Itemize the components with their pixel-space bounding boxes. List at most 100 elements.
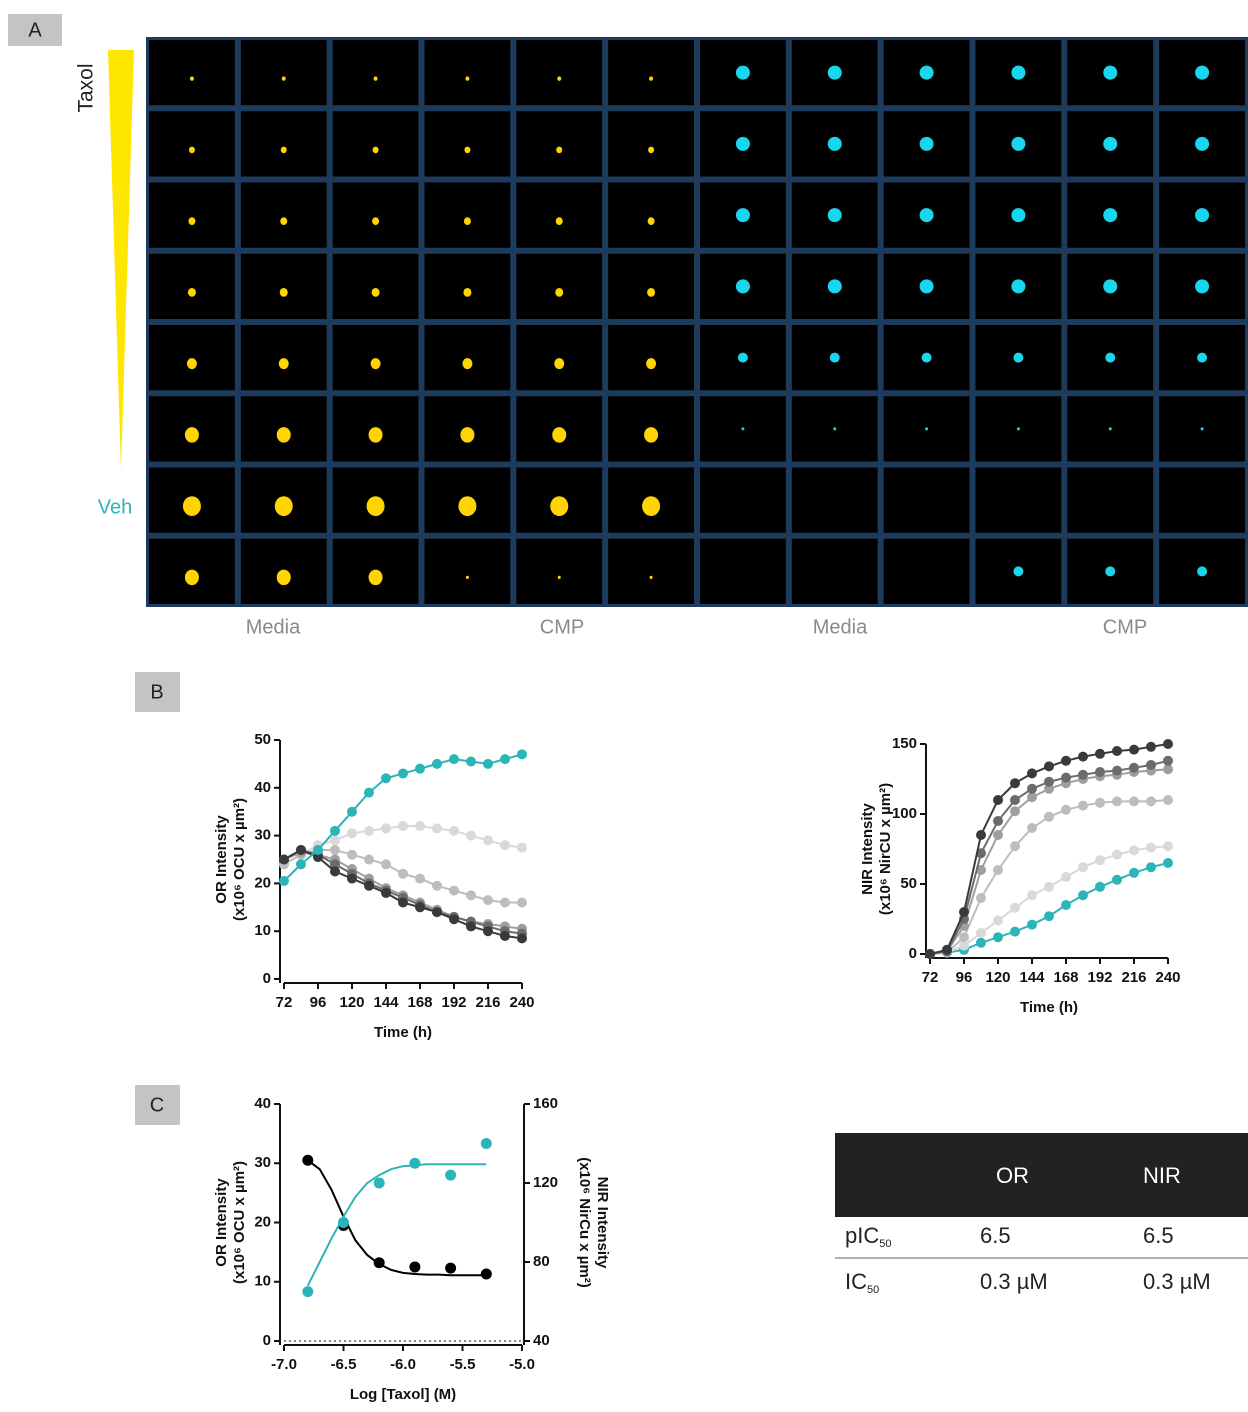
marker <box>993 795 1003 805</box>
marker <box>1061 805 1071 815</box>
marker <box>1112 746 1122 756</box>
spheroid <box>557 76 561 80</box>
spheroid <box>920 66 934 80</box>
marker <box>1061 872 1071 882</box>
marker <box>517 898 527 908</box>
marker <box>1112 796 1122 806</box>
spheroid <box>1103 137 1117 151</box>
y-tick-label: 100 <box>892 805 917 822</box>
marker <box>330 866 340 876</box>
marker <box>517 843 527 853</box>
x-tick-label: -7.0 <box>271 1356 297 1373</box>
marker <box>1129 745 1139 755</box>
panel-label: C <box>150 1094 164 1116</box>
marker <box>993 915 1003 925</box>
x-tick-label: -6.5 <box>331 1356 357 1373</box>
image-cell <box>1067 468 1153 533</box>
marker <box>449 754 459 764</box>
spheroid <box>277 427 291 442</box>
row-label-sub: 50 <box>879 1238 891 1250</box>
image-cell <box>425 325 511 390</box>
y-axis-label: NIR Intensity <box>859 803 876 895</box>
spheroid <box>558 576 561 579</box>
y-tick-label: 40 <box>254 1095 271 1112</box>
table-cell: 6.5 <box>980 1223 1011 1248</box>
image-cell <box>1159 468 1245 533</box>
marker <box>374 1178 385 1189</box>
marker <box>296 859 306 869</box>
marker <box>347 850 357 860</box>
image-cell <box>149 111 235 176</box>
spheroid <box>925 427 928 430</box>
column-label: Media <box>246 616 301 638</box>
y-axis-label: (x10⁶ OCU x µm²) <box>231 798 248 921</box>
spheroid <box>1011 137 1025 151</box>
spheroid <box>464 147 470 154</box>
table-header <box>835 1133 1248 1217</box>
marker <box>330 835 340 845</box>
marker <box>1044 911 1054 921</box>
y-tick-label: 0 <box>909 945 917 962</box>
marker <box>1044 761 1054 771</box>
marker <box>517 933 527 943</box>
x-tick-label: -5.0 <box>509 1356 535 1373</box>
spheroid <box>369 427 383 442</box>
spheroid <box>647 288 655 297</box>
spheroid <box>1011 208 1025 222</box>
column-label: CMP <box>1103 616 1147 638</box>
marker <box>1027 768 1037 778</box>
marker <box>1010 903 1020 913</box>
spheroid <box>1103 66 1117 80</box>
table-column-header: OR <box>996 1163 1029 1188</box>
table-cell: 0.3 µM <box>1143 1269 1211 1294</box>
x-tick-label: 168 <box>1053 969 1078 986</box>
spheroid <box>1105 353 1115 363</box>
image-cell <box>976 468 1062 533</box>
spheroid <box>1105 566 1115 576</box>
spheroid <box>277 570 291 585</box>
y-axis-label: OR Intensity <box>213 1178 230 1267</box>
spheroid <box>373 147 379 154</box>
spheroid <box>460 427 474 442</box>
image-cell <box>792 468 878 533</box>
marker <box>959 907 969 917</box>
marker <box>481 1138 492 1149</box>
figure: A B C Taxol Veh Media CMP Media CMP OR N… <box>0 0 1248 1412</box>
marker <box>976 893 986 903</box>
y-tick-label: 0 <box>263 1332 271 1349</box>
spheroid <box>1011 66 1025 80</box>
fit-curve <box>308 1164 487 1285</box>
marker <box>398 821 408 831</box>
marker <box>942 945 952 955</box>
image-cell <box>333 111 419 176</box>
marker <box>445 1263 456 1274</box>
table-row-label: pIC50 <box>845 1223 892 1250</box>
marker <box>1061 756 1071 766</box>
marker <box>374 1257 385 1268</box>
fit-curve <box>308 1160 487 1275</box>
marker <box>381 823 391 833</box>
y-tick-label: 20 <box>254 874 271 891</box>
x-tick-label: 192 <box>1087 969 1112 986</box>
marker <box>1078 890 1088 900</box>
marker <box>976 928 986 938</box>
marker <box>279 855 289 865</box>
marker <box>1146 760 1156 770</box>
spheroid <box>462 358 472 369</box>
spheroid <box>649 76 653 80</box>
spheroid <box>280 288 288 297</box>
marker <box>415 821 425 831</box>
spheroid <box>1013 566 1023 576</box>
spheroid <box>555 288 563 297</box>
marker <box>330 826 340 836</box>
marker <box>398 869 408 879</box>
marker <box>381 773 391 783</box>
y2-axis-label: (x10⁶ NirCu x µm²) <box>576 1157 593 1288</box>
marker <box>1112 875 1122 885</box>
y-tick-label: 150 <box>892 735 917 752</box>
x-tick-label: 72 <box>922 969 939 986</box>
spheroid <box>922 353 932 363</box>
marker <box>993 816 1003 826</box>
spheroid <box>1201 427 1204 430</box>
marker <box>466 831 476 841</box>
